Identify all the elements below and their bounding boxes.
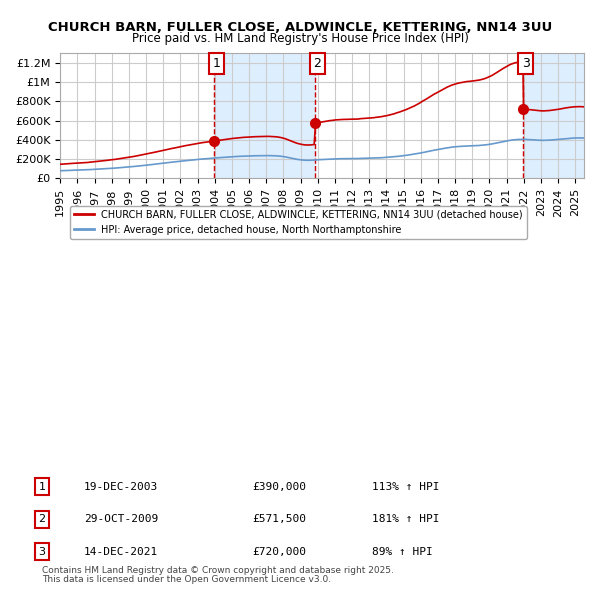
Text: 3: 3 xyxy=(38,547,46,556)
Text: 181% ↑ HPI: 181% ↑ HPI xyxy=(372,514,439,524)
Text: 19-DEC-2003: 19-DEC-2003 xyxy=(84,482,158,491)
Text: 1: 1 xyxy=(38,482,46,491)
Text: 113% ↑ HPI: 113% ↑ HPI xyxy=(372,482,439,491)
Legend: CHURCH BARN, FULLER CLOSE, ALDWINCLE, KETTERING, NN14 3UU (detached house), HPI:: CHURCH BARN, FULLER CLOSE, ALDWINCLE, KE… xyxy=(70,206,527,238)
Text: 89% ↑ HPI: 89% ↑ HPI xyxy=(372,547,433,556)
Text: 2: 2 xyxy=(313,57,322,70)
Text: CHURCH BARN, FULLER CLOSE, ALDWINCLE, KETTERING, NN14 3UU: CHURCH BARN, FULLER CLOSE, ALDWINCLE, KE… xyxy=(48,21,552,34)
Text: This data is licensed under the Open Government Licence v3.0.: This data is licensed under the Open Gov… xyxy=(42,575,331,584)
Text: 3: 3 xyxy=(522,57,530,70)
Text: 1: 1 xyxy=(212,57,221,70)
Text: 2: 2 xyxy=(38,514,46,524)
Text: Price paid vs. HM Land Registry's House Price Index (HPI): Price paid vs. HM Land Registry's House … xyxy=(131,32,469,45)
Text: £720,000: £720,000 xyxy=(252,547,306,556)
Text: £571,500: £571,500 xyxy=(252,514,306,524)
Text: £390,000: £390,000 xyxy=(252,482,306,491)
Text: Contains HM Land Registry data © Crown copyright and database right 2025.: Contains HM Land Registry data © Crown c… xyxy=(42,566,394,575)
Bar xyxy=(214,53,315,178)
Bar xyxy=(523,53,584,178)
Text: 14-DEC-2021: 14-DEC-2021 xyxy=(84,547,158,556)
Text: 29-OCT-2009: 29-OCT-2009 xyxy=(84,514,158,524)
